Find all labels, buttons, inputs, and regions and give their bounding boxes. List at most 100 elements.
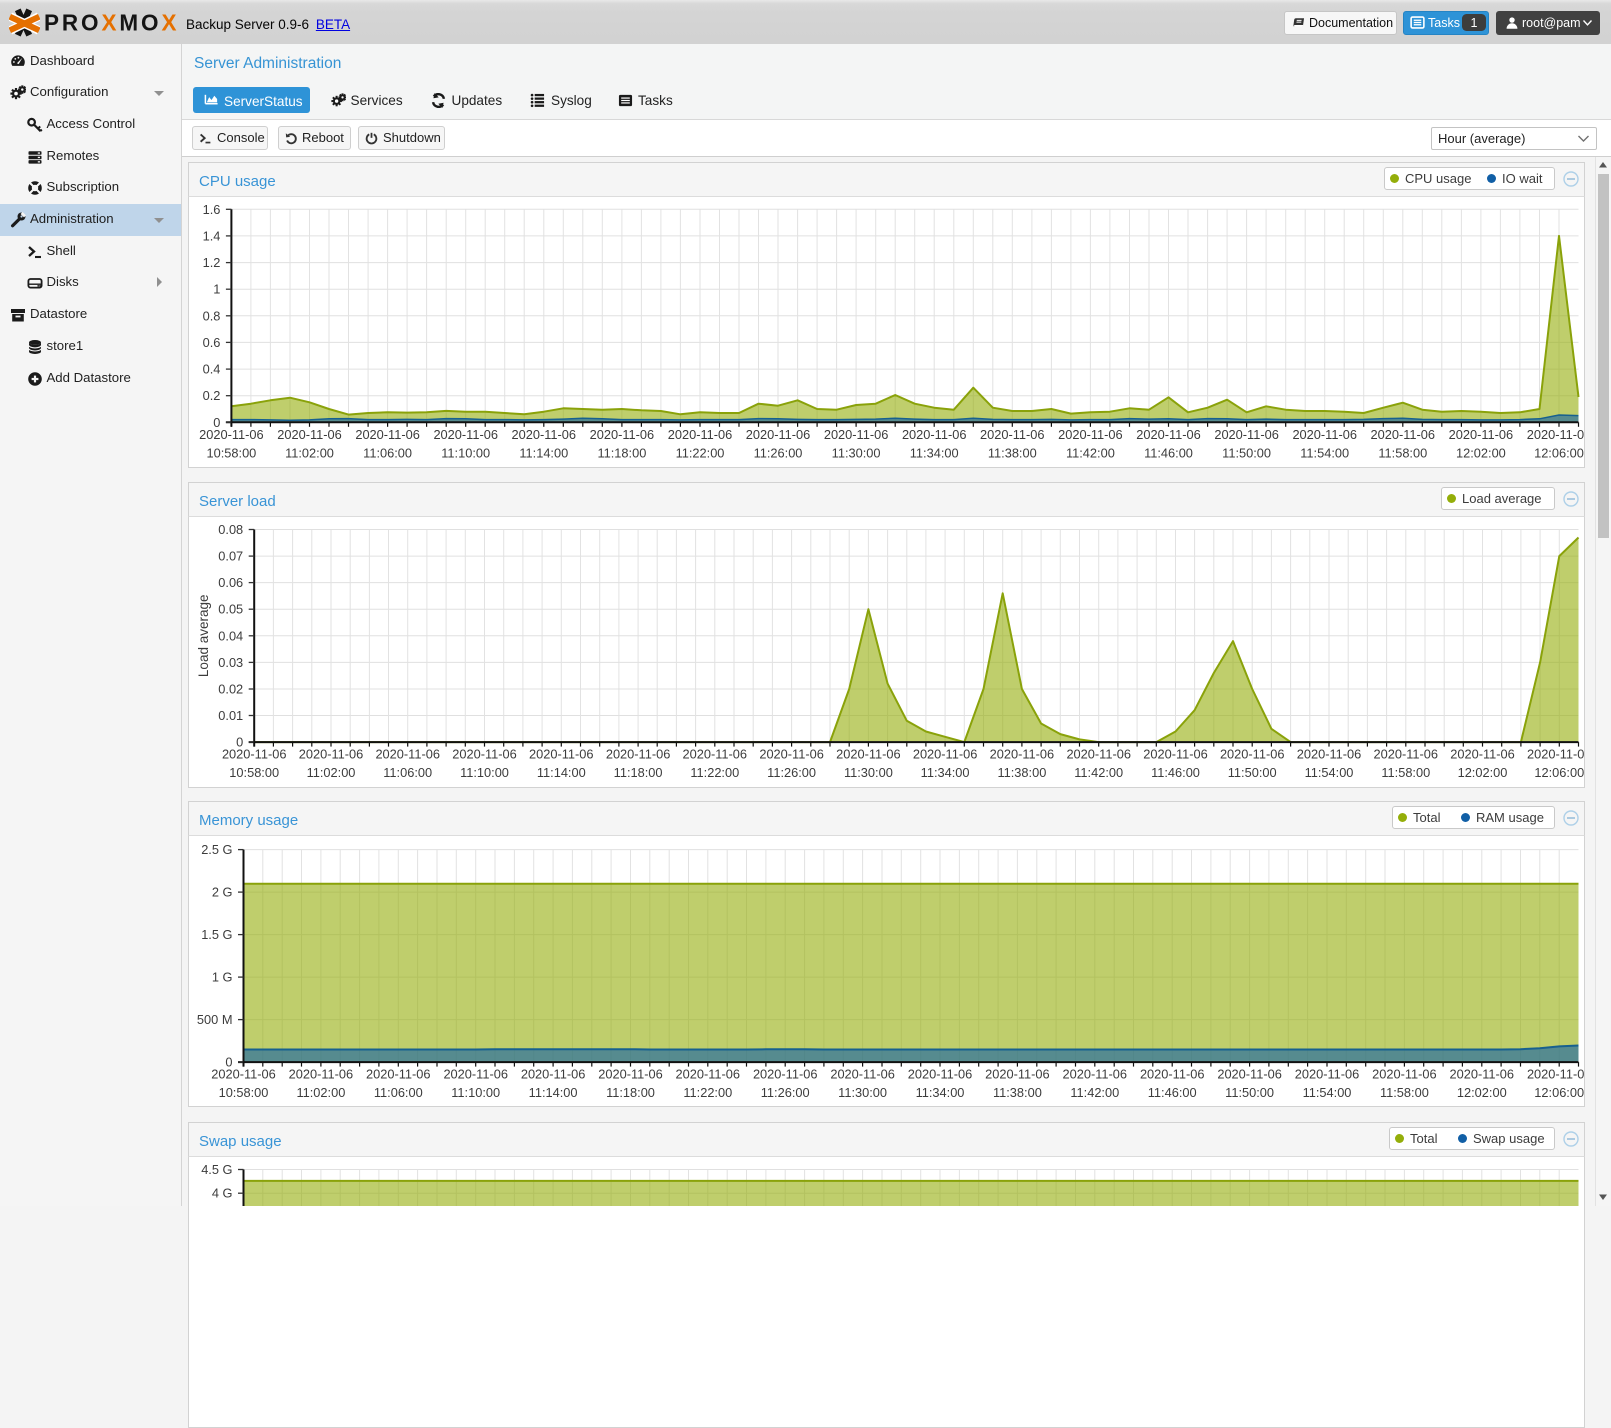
svg-text:2020-11-06: 2020-11-06 (598, 1067, 663, 1082)
svg-text:2020-11-06: 2020-11-06 (1527, 427, 1584, 442)
svg-text:11:26:00: 11:26:00 (767, 765, 816, 780)
svg-text:2020-11-06: 2020-11-06 (985, 1067, 1050, 1082)
svg-text:2020-11-06: 2020-11-06 (1063, 1067, 1128, 1082)
svg-text:0.03: 0.03 (218, 654, 243, 669)
svg-text:12:06:00: 12:06:00 (1534, 445, 1584, 460)
svg-text:11:58:00: 11:58:00 (1378, 445, 1427, 460)
svg-text:2020-11-06: 2020-11-06 (913, 746, 978, 761)
svg-text:11:38:00: 11:38:00 (988, 445, 1037, 460)
svg-text:11:02:00: 11:02:00 (307, 765, 356, 780)
svg-text:2020-11-06: 2020-11-06 (676, 1067, 741, 1082)
svg-text:0.07: 0.07 (218, 548, 243, 563)
svg-text:2020-11-06: 2020-11-06 (746, 427, 811, 442)
svg-text:11:46:00: 11:46:00 (1151, 765, 1200, 780)
svg-text:11:02:00: 11:02:00 (296, 1085, 345, 1100)
svg-text:11:14:00: 11:14:00 (529, 1085, 578, 1100)
svg-text:2 G: 2 G (212, 885, 233, 900)
svg-text:0.08: 0.08 (218, 522, 243, 537)
svg-text:11:22:00: 11:22:00 (690, 765, 739, 780)
svg-text:11:14:00: 11:14:00 (537, 765, 586, 780)
svg-text:0.4: 0.4 (203, 362, 221, 377)
svg-text:4.5 G: 4.5 G (201, 1162, 232, 1177)
svg-text:1.5 G: 1.5 G (201, 927, 232, 942)
svg-text:11:54:00: 11:54:00 (1303, 1085, 1352, 1100)
svg-text:11:14:00: 11:14:00 (519, 445, 568, 460)
svg-text:11:22:00: 11:22:00 (683, 1085, 732, 1100)
svg-text:2020-11-06: 2020-11-06 (443, 1067, 508, 1082)
svg-text:1 G: 1 G (212, 970, 233, 985)
svg-text:2020-11-06: 2020-11-06 (1527, 746, 1584, 761)
svg-text:11:30:00: 11:30:00 (832, 445, 881, 460)
svg-text:2020-11-06: 2020-11-06 (222, 746, 287, 761)
svg-text:11:06:00: 11:06:00 (383, 765, 432, 780)
svg-text:2020-11-06: 2020-11-06 (836, 746, 901, 761)
svg-text:11:58:00: 11:58:00 (1381, 765, 1430, 780)
svg-text:2020-11-06: 2020-11-06 (1372, 1067, 1437, 1082)
svg-text:4 G: 4 G (212, 1185, 233, 1200)
svg-text:500 M: 500 M (197, 1012, 233, 1027)
svg-text:10:58:00: 10:58:00 (229, 765, 279, 780)
svg-text:2020-11-06: 2020-11-06 (606, 746, 671, 761)
svg-text:11:50:00: 11:50:00 (1225, 1085, 1274, 1100)
svg-text:11:42:00: 11:42:00 (1070, 1085, 1119, 1100)
svg-text:11:06:00: 11:06:00 (374, 1085, 423, 1100)
svg-text:2020-11-06: 2020-11-06 (433, 427, 498, 442)
svg-text:11:46:00: 11:46:00 (1144, 445, 1193, 460)
svg-text:12:02:00: 12:02:00 (1457, 1085, 1507, 1100)
svg-text:11:02:00: 11:02:00 (285, 445, 334, 460)
svg-text:0.06: 0.06 (218, 575, 243, 590)
svg-text:12:02:00: 12:02:00 (1458, 765, 1508, 780)
svg-text:11:54:00: 11:54:00 (1300, 445, 1349, 460)
svg-text:11:34:00: 11:34:00 (910, 445, 959, 460)
svg-text:2020-11-06: 2020-11-06 (753, 1067, 818, 1082)
svg-text:2020-11-06: 2020-11-06 (521, 1067, 586, 1082)
svg-text:2020-11-06: 2020-11-06 (289, 1067, 354, 1082)
svg-text:11:50:00: 11:50:00 (1222, 445, 1271, 460)
svg-text:11:18:00: 11:18:00 (614, 765, 663, 780)
svg-text:2020-11-06: 2020-11-06 (830, 1067, 895, 1082)
svg-text:0.04: 0.04 (218, 628, 243, 643)
svg-text:0.6: 0.6 (203, 335, 221, 350)
svg-text:11:38:00: 11:38:00 (993, 1085, 1042, 1100)
svg-text:2020-11-06: 2020-11-06 (1450, 1067, 1515, 1082)
svg-text:11:34:00: 11:34:00 (916, 1085, 965, 1100)
svg-text:2020-11-06: 2020-11-06 (1371, 427, 1436, 442)
svg-text:11:30:00: 11:30:00 (838, 1085, 887, 1100)
svg-text:11:18:00: 11:18:00 (597, 445, 646, 460)
svg-text:11:10:00: 11:10:00 (451, 1085, 500, 1100)
svg-text:12:02:00: 12:02:00 (1456, 445, 1506, 460)
svg-text:2020-11-06: 2020-11-06 (980, 427, 1045, 442)
svg-text:2020-11-06: 2020-11-06 (1214, 427, 1279, 442)
svg-text:11:42:00: 11:42:00 (1066, 445, 1115, 460)
svg-text:2020-11-06: 2020-11-06 (1450, 746, 1515, 761)
svg-text:12:06:00: 12:06:00 (1534, 765, 1584, 780)
svg-text:2020-11-06: 2020-11-06 (1295, 1067, 1360, 1082)
svg-text:11:34:00: 11:34:00 (921, 765, 970, 780)
svg-text:11:54:00: 11:54:00 (1305, 765, 1354, 780)
svg-text:1: 1 (213, 282, 220, 297)
svg-text:10:58:00: 10:58:00 (219, 1085, 269, 1100)
svg-text:0.8: 0.8 (203, 308, 221, 323)
svg-text:2020-11-06: 2020-11-06 (1143, 746, 1208, 761)
svg-text:2020-11-06: 2020-11-06 (668, 427, 733, 442)
svg-text:2020-11-06: 2020-11-06 (1527, 1067, 1584, 1082)
svg-text:1.6: 1.6 (203, 202, 221, 217)
svg-text:2020-11-06: 2020-11-06 (902, 427, 967, 442)
svg-text:2020-11-06: 2020-11-06 (1058, 427, 1123, 442)
svg-text:1.4: 1.4 (203, 228, 221, 243)
svg-text:11:30:00: 11:30:00 (844, 765, 893, 780)
svg-text:2020-11-06: 2020-11-06 (590, 427, 655, 442)
svg-text:2020-11-06: 2020-11-06 (1220, 746, 1285, 761)
svg-text:11:38:00: 11:38:00 (997, 765, 1046, 780)
svg-text:2020-11-06: 2020-11-06 (199, 427, 264, 442)
svg-text:2.5 G: 2.5 G (201, 842, 232, 857)
svg-text:11:26:00: 11:26:00 (754, 445, 803, 460)
svg-text:2020-11-06: 2020-11-06 (759, 746, 824, 761)
svg-text:2020-11-06: 2020-11-06 (683, 746, 748, 761)
svg-text:2020-11-06: 2020-11-06 (1217, 1067, 1282, 1082)
svg-text:2020-11-06: 2020-11-06 (990, 746, 1055, 761)
svg-text:1.2: 1.2 (203, 255, 221, 270)
svg-text:2020-11-06: 2020-11-06 (355, 427, 420, 442)
svg-text:2020-11-06: 2020-11-06 (277, 427, 342, 442)
svg-text:11:22:00: 11:22:00 (676, 445, 725, 460)
